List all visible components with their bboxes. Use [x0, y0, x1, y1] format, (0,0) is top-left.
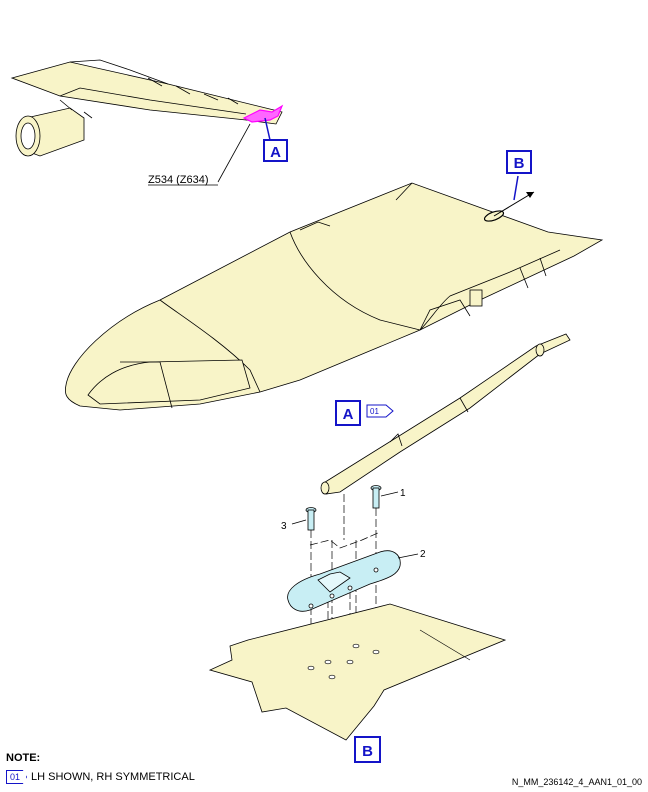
view-a-text: A [343, 406, 354, 423]
effectivity-tag-a-text: 01 [370, 407, 379, 416]
zone-leader [217, 123, 251, 183]
arrow-head-icon [526, 192, 534, 198]
note-line: 01 LH SHOWN, RH SYMMETRICAL [6, 770, 195, 784]
figure-id: N_MM_236142_4_AAN1_01_00 [511, 777, 642, 787]
bolt-item-3 [305, 507, 317, 531]
note-text: LH SHOWN, RH SYMMETRICAL [31, 771, 195, 783]
fairing-beam [320, 333, 571, 495]
callout-leader-a [264, 117, 271, 141]
callout-leader-b-blue [513, 175, 519, 201]
nut-ends [307, 643, 380, 680]
effectivity-tag-a [366, 404, 394, 418]
leader-item-2 [397, 553, 419, 559]
leader-item-1 [380, 491, 399, 497]
view-b-box[interactable] [354, 736, 381, 763]
highlighted-fairing-icon [242, 104, 284, 123]
view-b-text: B [362, 743, 373, 760]
seal-item-2 [287, 550, 401, 612]
callout-leader-b [493, 191, 535, 217]
note-effectivity-tag: 01 [6, 770, 28, 784]
view-a-box[interactable] [335, 400, 361, 426]
item-3-label: 3 [281, 521, 287, 532]
callout-box-a-small[interactable] [263, 139, 288, 162]
item-2-label: 2 [420, 549, 426, 560]
item-1-label: 1 [400, 488, 406, 499]
callout-b-top-text: B [514, 155, 525, 172]
panel-joint-line [419, 629, 471, 661]
lower-skin-panel [208, 603, 507, 741]
zone-label: Z534 (Z634) [148, 174, 209, 186]
note-title: NOTE: [6, 752, 41, 764]
callout-a-small-text: A [270, 144, 281, 161]
bolt-item-1 [370, 485, 382, 509]
leader-item-3 [291, 519, 307, 525]
callout-box-b-top[interactable] [506, 150, 532, 174]
wing-locator-view [10, 59, 283, 157]
wing-detail-view [64, 182, 604, 411]
